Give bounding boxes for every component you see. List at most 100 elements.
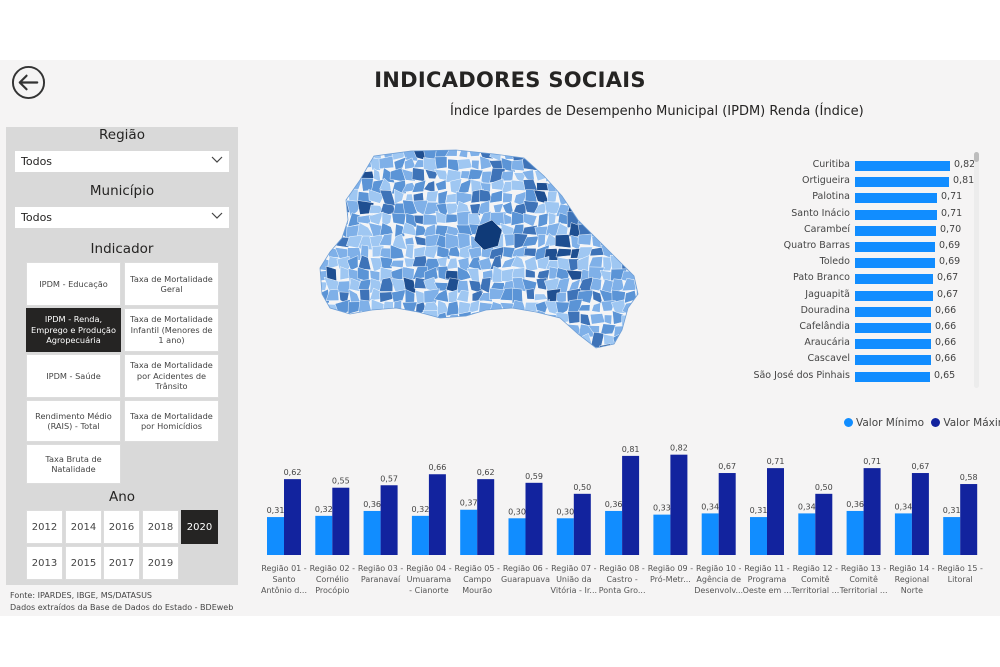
map-municipality[interactable]	[416, 324, 429, 338]
map-municipality[interactable]	[401, 321, 418, 335]
map-municipality[interactable]	[316, 309, 329, 327]
map-municipality[interactable]	[622, 322, 638, 338]
map-municipality[interactable]	[390, 333, 404, 347]
bar-max-value[interactable]	[670, 454, 688, 555]
map-municipality[interactable]	[490, 345, 505, 353]
indicator-button-ipdm-saude[interactable]: IPDM - Saúde	[26, 354, 121, 398]
map-municipality[interactable]	[479, 155, 492, 170]
ranking-row[interactable]: Toledo 0,69	[756, 255, 981, 271]
map-municipality[interactable]	[577, 304, 591, 312]
map-municipality[interactable]	[633, 246, 644, 260]
map-municipality[interactable]	[613, 159, 627, 173]
ranking-row[interactable]: Cafelândia 0,66	[756, 320, 981, 336]
map-municipality[interactable]	[554, 335, 568, 348]
map-municipality[interactable]	[478, 292, 493, 303]
map-municipality[interactable]	[635, 189, 644, 206]
map-municipality[interactable]	[577, 190, 592, 206]
map-municipality[interactable]	[326, 182, 341, 196]
map-municipality[interactable]	[499, 322, 514, 337]
map-municipality[interactable]	[401, 221, 419, 237]
map-municipality[interactable]	[316, 202, 327, 212]
bar-max-value[interactable]	[911, 473, 929, 555]
map-municipality[interactable]	[316, 237, 331, 249]
map-municipality[interactable]	[588, 159, 602, 170]
map-municipality[interactable]	[457, 158, 473, 170]
map-municipality[interactable]	[632, 232, 644, 250]
map-municipality[interactable]	[589, 313, 606, 325]
map-municipality[interactable]	[458, 148, 469, 158]
map-municipality[interactable]	[537, 212, 549, 228]
map-municipality[interactable]	[621, 278, 638, 292]
map-municipality[interactable]	[325, 156, 339, 173]
map-municipality[interactable]	[357, 148, 371, 162]
map-municipality[interactable]	[567, 311, 580, 324]
map-municipality[interactable]	[579, 178, 593, 195]
map-municipality[interactable]	[503, 213, 512, 225]
ranking-row[interactable]: São José dos Pinhais 0,65	[753, 369, 981, 385]
map-municipality[interactable]	[600, 323, 617, 335]
ranking-row[interactable]: Pato Branco 0,67	[756, 271, 981, 287]
map-municipality[interactable]	[621, 233, 637, 245]
map-municipality[interactable]	[434, 156, 448, 170]
bar-max-value[interactable]	[815, 493, 833, 555]
indicator-button-natalidade[interactable]: Taxa Bruta de Natalidade	[26, 444, 121, 484]
map-municipality[interactable]	[446, 344, 462, 353]
map-municipality[interactable]	[534, 349, 546, 353]
map-municipality[interactable]	[316, 177, 327, 195]
map-municipality[interactable]	[587, 180, 604, 194]
map-municipality[interactable]	[346, 199, 362, 218]
map-municipality[interactable]	[435, 322, 448, 335]
map-municipality[interactable]	[458, 311, 472, 327]
map-municipality[interactable]	[623, 159, 638, 170]
ranking-bar[interactable]	[855, 290, 933, 301]
map-municipality[interactable]	[621, 169, 638, 184]
map-municipality[interactable]	[525, 268, 536, 279]
map-municipality[interactable]	[521, 235, 540, 248]
map-municipality[interactable]	[382, 344, 396, 353]
map-municipality[interactable]	[603, 179, 616, 195]
map-municipality[interactable]	[589, 148, 603, 160]
map-municipality[interactable]	[611, 166, 625, 183]
ranking-bar[interactable]	[855, 274, 933, 285]
map-municipality[interactable]	[499, 333, 518, 344]
map-municipality[interactable]	[624, 290, 637, 304]
map-municipality[interactable]	[602, 200, 614, 216]
year-button-2014[interactable]: 2014	[65, 510, 102, 544]
map-municipality[interactable]	[434, 282, 450, 292]
ranking-row[interactable]: Palotina 0,71	[756, 190, 981, 206]
map-municipality[interactable]	[633, 203, 644, 218]
map-municipality[interactable]	[349, 343, 362, 353]
ranking-row[interactable]: Douradina 0,66	[756, 304, 981, 320]
map-municipality[interactable]	[368, 189, 385, 204]
map-municipality[interactable]	[604, 314, 613, 325]
map-municipality[interactable]	[371, 321, 385, 339]
map-municipality[interactable]	[631, 299, 644, 315]
map-municipality[interactable]	[523, 247, 537, 257]
map-municipality[interactable]	[467, 168, 484, 181]
map-municipality[interactable]	[548, 212, 557, 226]
ranking-bar[interactable]	[855, 177, 949, 188]
map-municipality[interactable]	[569, 169, 584, 183]
map-municipality[interactable]	[327, 188, 341, 204]
map-municipality[interactable]	[445, 300, 460, 317]
map-municipality[interactable]	[535, 277, 547, 291]
map-municipality[interactable]	[479, 309, 493, 324]
map-municipality[interactable]	[602, 212, 615, 226]
map-municipality[interactable]	[502, 246, 516, 259]
map-municipality[interactable]	[456, 290, 470, 303]
map-municipality[interactable]	[390, 343, 407, 353]
map-municipality[interactable]	[621, 214, 637, 225]
map-municipality[interactable]	[368, 331, 381, 348]
map-municipality[interactable]	[511, 344, 525, 353]
map-municipality[interactable]	[577, 148, 594, 160]
map-municipality[interactable]	[335, 148, 352, 163]
map-municipality[interactable]	[391, 212, 407, 226]
ranking-bar[interactable]	[855, 339, 931, 350]
year-button-2017[interactable]: 2017	[103, 546, 140, 580]
year-button-2016[interactable]: 2016	[103, 510, 140, 544]
map-municipality[interactable]	[589, 192, 605, 206]
year-button-2018[interactable]: 2018	[142, 510, 179, 544]
map-municipality[interactable]	[601, 222, 615, 240]
map-municipality[interactable]	[523, 334, 540, 349]
map-municipality[interactable]	[346, 321, 360, 335]
